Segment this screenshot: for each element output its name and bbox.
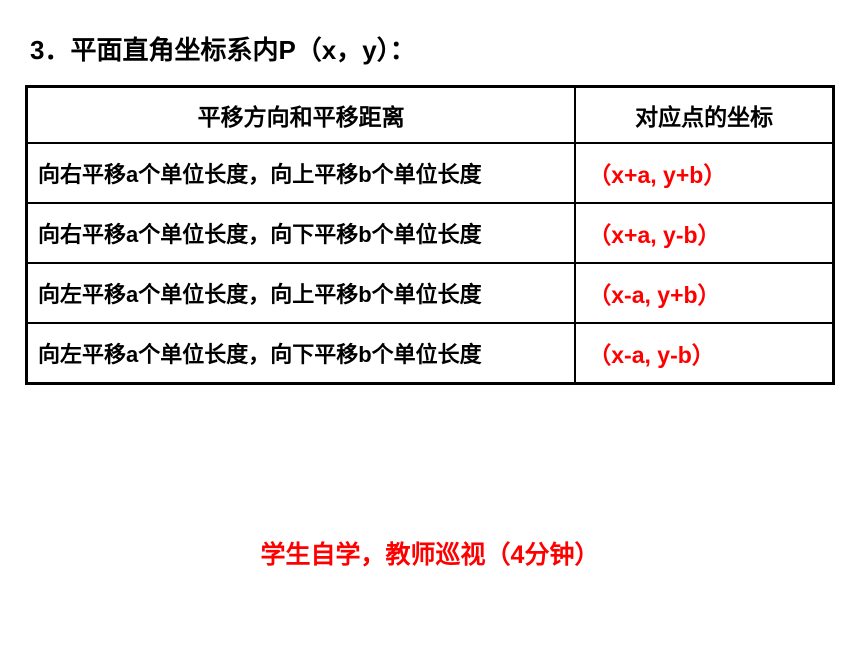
header-coordinate: 对应点的坐标: [575, 87, 833, 144]
coord-cell: （x+a, y+b）: [575, 143, 833, 203]
desc-cell: 向右平移a个单位长度，向上平移b个单位长度: [27, 143, 576, 203]
desc-cell: 向左平移a个单位长度，向上平移b个单位长度: [27, 263, 576, 323]
table-row: 向左平移a个单位长度，向下平移b个单位长度 （x-a, y-b）: [27, 323, 834, 384]
coord-cell: （x+a, y-b）: [575, 203, 833, 263]
translation-table: 平移方向和平移距离 对应点的坐标 向右平移a个单位长度，向上平移b个单位长度 （…: [25, 85, 835, 385]
table-row: 向左平移a个单位长度，向上平移b个单位长度 （x-a, y+b）: [27, 263, 834, 323]
table-header-row: 平移方向和平移距离 对应点的坐标: [27, 87, 834, 144]
page-title: 3．平面直角坐标系内P（x，y）：: [25, 30, 835, 67]
desc-cell: 向左平移a个单位长度，向下平移b个单位长度: [27, 323, 576, 384]
footer-note: 学生自学，教师巡视（4分钟）: [25, 535, 835, 571]
coord-cell: （x-a, y-b）: [575, 323, 833, 384]
table-row: 向右平移a个单位长度，向下平移b个单位长度 （x+a, y-b）: [27, 203, 834, 263]
header-direction: 平移方向和平移距离: [27, 87, 576, 144]
coord-cell: （x-a, y+b）: [575, 263, 833, 323]
table-row: 向右平移a个单位长度，向上平移b个单位长度 （x+a, y+b）: [27, 143, 834, 203]
desc-cell: 向右平移a个单位长度，向下平移b个单位长度: [27, 203, 576, 263]
